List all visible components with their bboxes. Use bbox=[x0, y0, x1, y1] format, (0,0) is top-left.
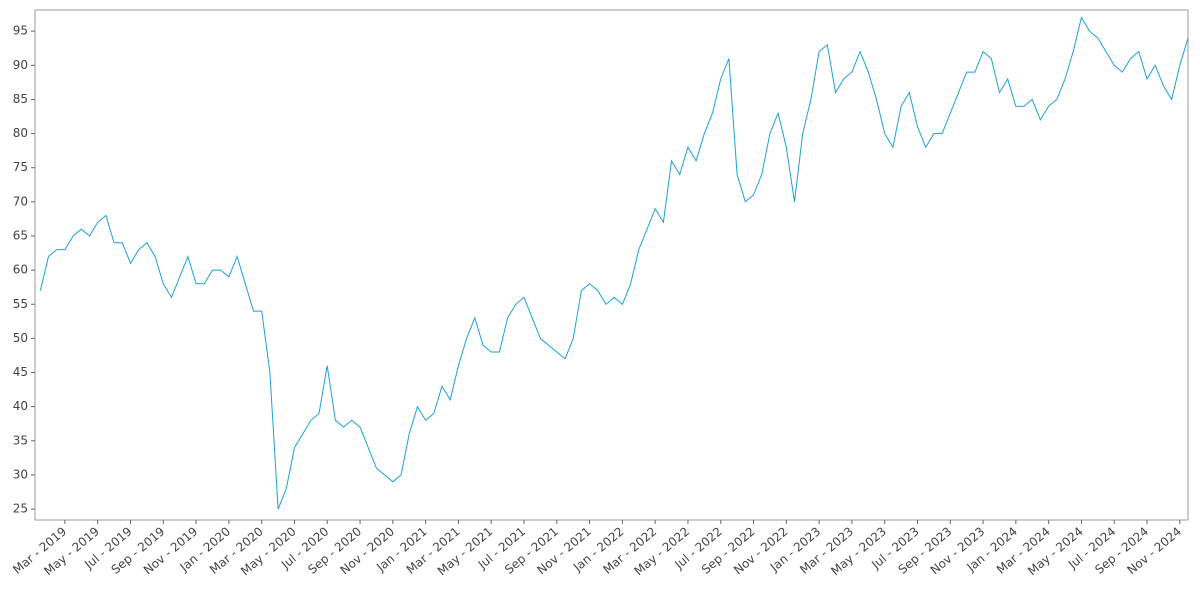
y-tick-label: 70 bbox=[13, 194, 28, 208]
y-tick-label: 55 bbox=[13, 297, 28, 311]
y-tick-label: 80 bbox=[13, 126, 28, 140]
y-tick-label: 25 bbox=[13, 502, 28, 516]
y-tick-label: 85 bbox=[13, 92, 28, 106]
y-tick-label: 30 bbox=[13, 467, 28, 481]
y-tick-label: 90 bbox=[13, 58, 28, 72]
y-tick-label: 75 bbox=[13, 160, 28, 174]
y-tick-label: 35 bbox=[13, 433, 28, 447]
y-tick-label: 45 bbox=[13, 365, 28, 379]
price-line bbox=[39, 16, 1189, 510]
plot-frame bbox=[34, 9, 1189, 521]
y-tick-label: 40 bbox=[13, 399, 28, 413]
y-tick-label: 50 bbox=[13, 331, 28, 345]
y-tick-label: 95 bbox=[13, 24, 28, 38]
y-tick-label: 60 bbox=[13, 263, 28, 277]
y-tick-label: 65 bbox=[13, 228, 28, 242]
